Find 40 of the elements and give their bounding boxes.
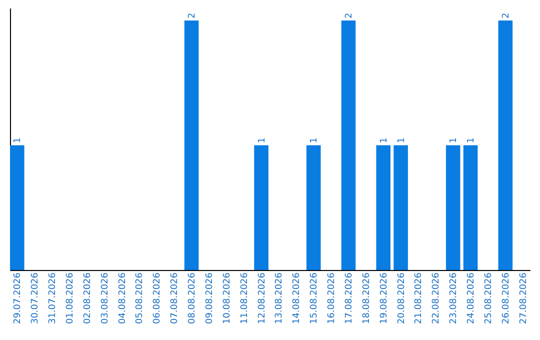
x-tick-label: 02.08.2026 — [82, 272, 93, 324]
x-tick-label: 18.08.2026 — [362, 272, 372, 324]
x-tick-label: 30.07.2026 — [30, 272, 41, 324]
data-label: 2 — [188, 12, 198, 18]
x-tick-label: 12.08.2026 — [257, 272, 268, 324]
data-label: 1 — [449, 138, 460, 144]
x-tick-label: 17.08.2026 — [344, 272, 354, 324]
data-label: 1 — [310, 138, 320, 144]
data-label: 1 — [396, 138, 407, 144]
data-label: 2 — [344, 12, 354, 18]
x-tick-label: 16.08.2026 — [327, 272, 338, 324]
x-tick-label: 11.08.2026 — [240, 272, 250, 324]
x-tick-label: 27.08.2026 — [518, 272, 529, 324]
x-tick-label: 09.08.2026 — [204, 272, 215, 324]
x-tick-label: 08.08.2026 — [188, 272, 198, 324]
x-tick-label: 22.08.2026 — [432, 272, 442, 324]
x-tick-label: 26.08.2026 — [501, 272, 512, 324]
data-label: 1 — [13, 138, 24, 144]
x-tick-label: 19.08.2026 — [379, 272, 390, 324]
x-tick-label: 31.07.2026 — [48, 272, 58, 324]
x-tick-label: 29.07.2026 — [13, 272, 24, 324]
data-label: 2 — [501, 12, 512, 18]
x-tick-label: 03.08.2026 — [100, 272, 110, 324]
data-label: 1 — [379, 138, 390, 144]
x-tick-label: 20.08.2026 — [396, 272, 407, 324]
x-tick-label: 15.08.2026 — [310, 272, 320, 324]
x-tick-label: 25.08.2026 — [484, 272, 494, 324]
x-tick-label: 06.08.2026 — [152, 272, 163, 324]
x-tick-label: 13.08.2026 — [274, 272, 285, 324]
data-label: 1 — [466, 138, 477, 144]
x-tick-label: 05.08.2026 — [135, 272, 146, 324]
x-tick-label: 10.08.2026 — [222, 272, 232, 324]
x-tick-label: 21.08.2026 — [414, 272, 424, 324]
x-tick-label: 01.08.2026 — [65, 272, 76, 324]
x-tick-label: 14.08.2026 — [292, 272, 302, 324]
x-tick-label: 23.08.2026 — [449, 272, 460, 324]
x-tick-label: 07.08.2026 — [170, 272, 180, 324]
x-tick-label: 24.08.2026 — [466, 272, 477, 324]
x-tick-label: 04.08.2026 — [118, 272, 128, 324]
data-label: 1 — [257, 138, 268, 144]
